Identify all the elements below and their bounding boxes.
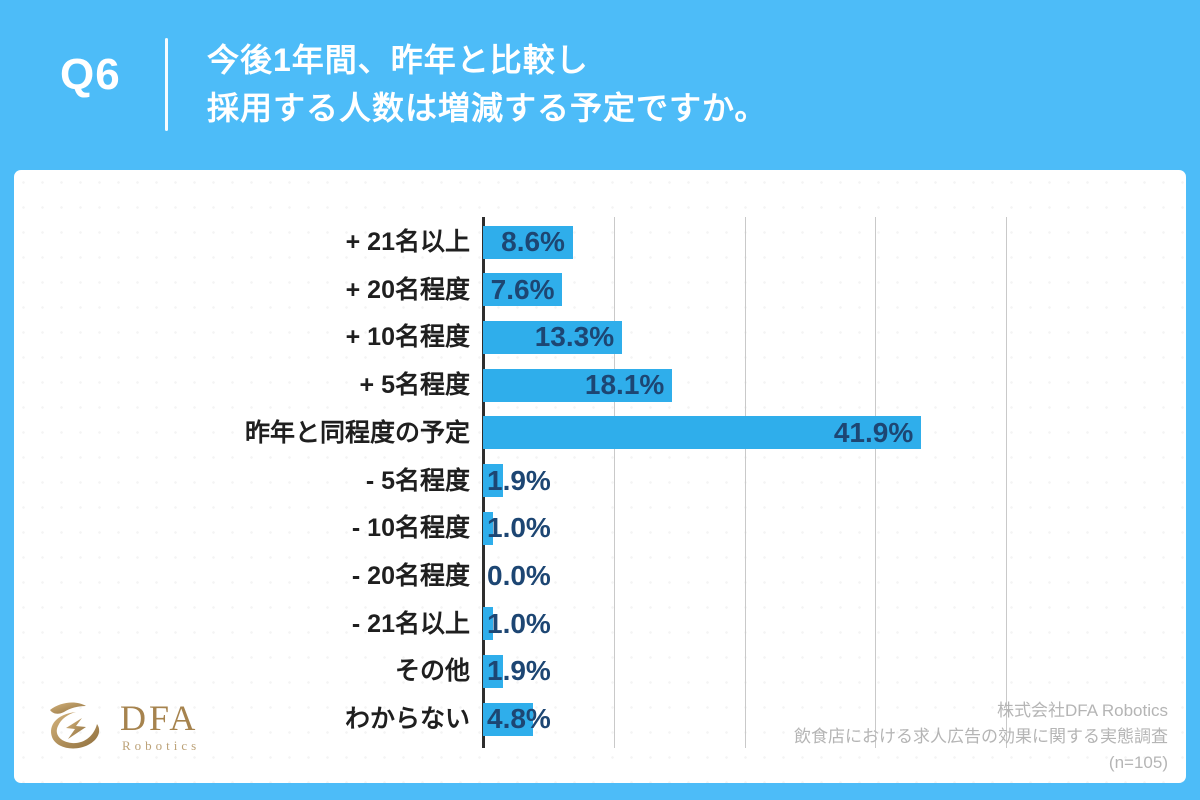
- question-title-line1: 今後1年間、昨年と比較し: [207, 42, 589, 78]
- chart-gridline: [1006, 217, 1007, 748]
- category-label: - 5名程度: [365, 466, 470, 495]
- chart-gridline: [744, 217, 746, 748]
- value-label: 1.9%: [487, 655, 551, 687]
- bar: [483, 368, 673, 402]
- bar: [483, 607, 494, 641]
- dfa-logo: DFA Robotics: [46, 698, 200, 756]
- value-label: 1.9%: [487, 464, 551, 496]
- bar: [483, 416, 922, 450]
- category-label: + 21名以上: [345, 228, 470, 256]
- value-label: 8.6%: [501, 226, 565, 257]
- category-label: - 20名程度: [351, 561, 470, 590]
- value-label: 1.0%: [487, 607, 551, 639]
- value-label: 0.0%: [487, 559, 551, 591]
- bar: [483, 511, 494, 545]
- bar: [483, 320, 623, 354]
- value-label: 7.6%: [490, 273, 555, 305]
- survey-attribution: 株式会社DFA Robotics 飲食店における求人広告の効果に関する実態調査 …: [794, 698, 1168, 776]
- dfa-logo-sub: Robotics: [122, 738, 201, 753]
- category-label: 昨年と同程度の予定: [244, 418, 470, 447]
- dfa-logo-text: DFA Robotics: [120, 700, 200, 754]
- attribution-company: 株式会社DFA Robotics: [997, 701, 1168, 720]
- attribution-survey-name: 飲食店における求人広告の効果に関する実態調査: [794, 727, 1168, 746]
- chart-gridline: [875, 217, 877, 748]
- chart-card: + 21名以上 8.6% + 20名程度 7.6% + 10名程度 13.3% + 5名程度…: [14, 170, 1186, 783]
- bar: [483, 702, 534, 736]
- bar: [483, 464, 503, 497]
- value-label: 13.3%: [534, 321, 615, 353]
- category-label: + 10名程度: [345, 323, 470, 352]
- attribution-sample-size: (n=105): [1108, 753, 1168, 772]
- bar: [483, 654, 503, 688]
- chart-gridline: [613, 217, 615, 748]
- question-number: Q6: [60, 50, 121, 99]
- value-label: 4.8%: [487, 703, 551, 734]
- category-label: + 5名程度: [359, 371, 470, 400]
- bar-chart: + 21名以上 8.6% + 20名程度 7.6% + 10名程度 13.3% + 5名程度…: [14, 170, 1186, 783]
- value-label: 41.9%: [833, 416, 914, 448]
- bar: [483, 225, 573, 259]
- category-label: その他: [394, 657, 470, 686]
- category-label: わからない: [344, 705, 470, 733]
- value-label: 1.0%: [487, 512, 551, 544]
- dfa-swirl-logo-icon: [50, 702, 100, 749]
- dfa-logo-brand: DFA: [120, 698, 199, 738]
- question-title-line2: 採用する人数は増減する予定ですか。: [207, 90, 768, 126]
- value-label: 18.1%: [584, 369, 665, 401]
- category-label: + 20名程度: [345, 275, 470, 304]
- question-title: 今後1年間、昨年と比較し 採用する人数は増減する予定ですか。: [207, 36, 767, 132]
- category-label: - 10名程度: [351, 514, 470, 543]
- bar: [483, 273, 563, 307]
- header-divider: [165, 38, 168, 131]
- category-label: - 21名以上: [351, 609, 470, 638]
